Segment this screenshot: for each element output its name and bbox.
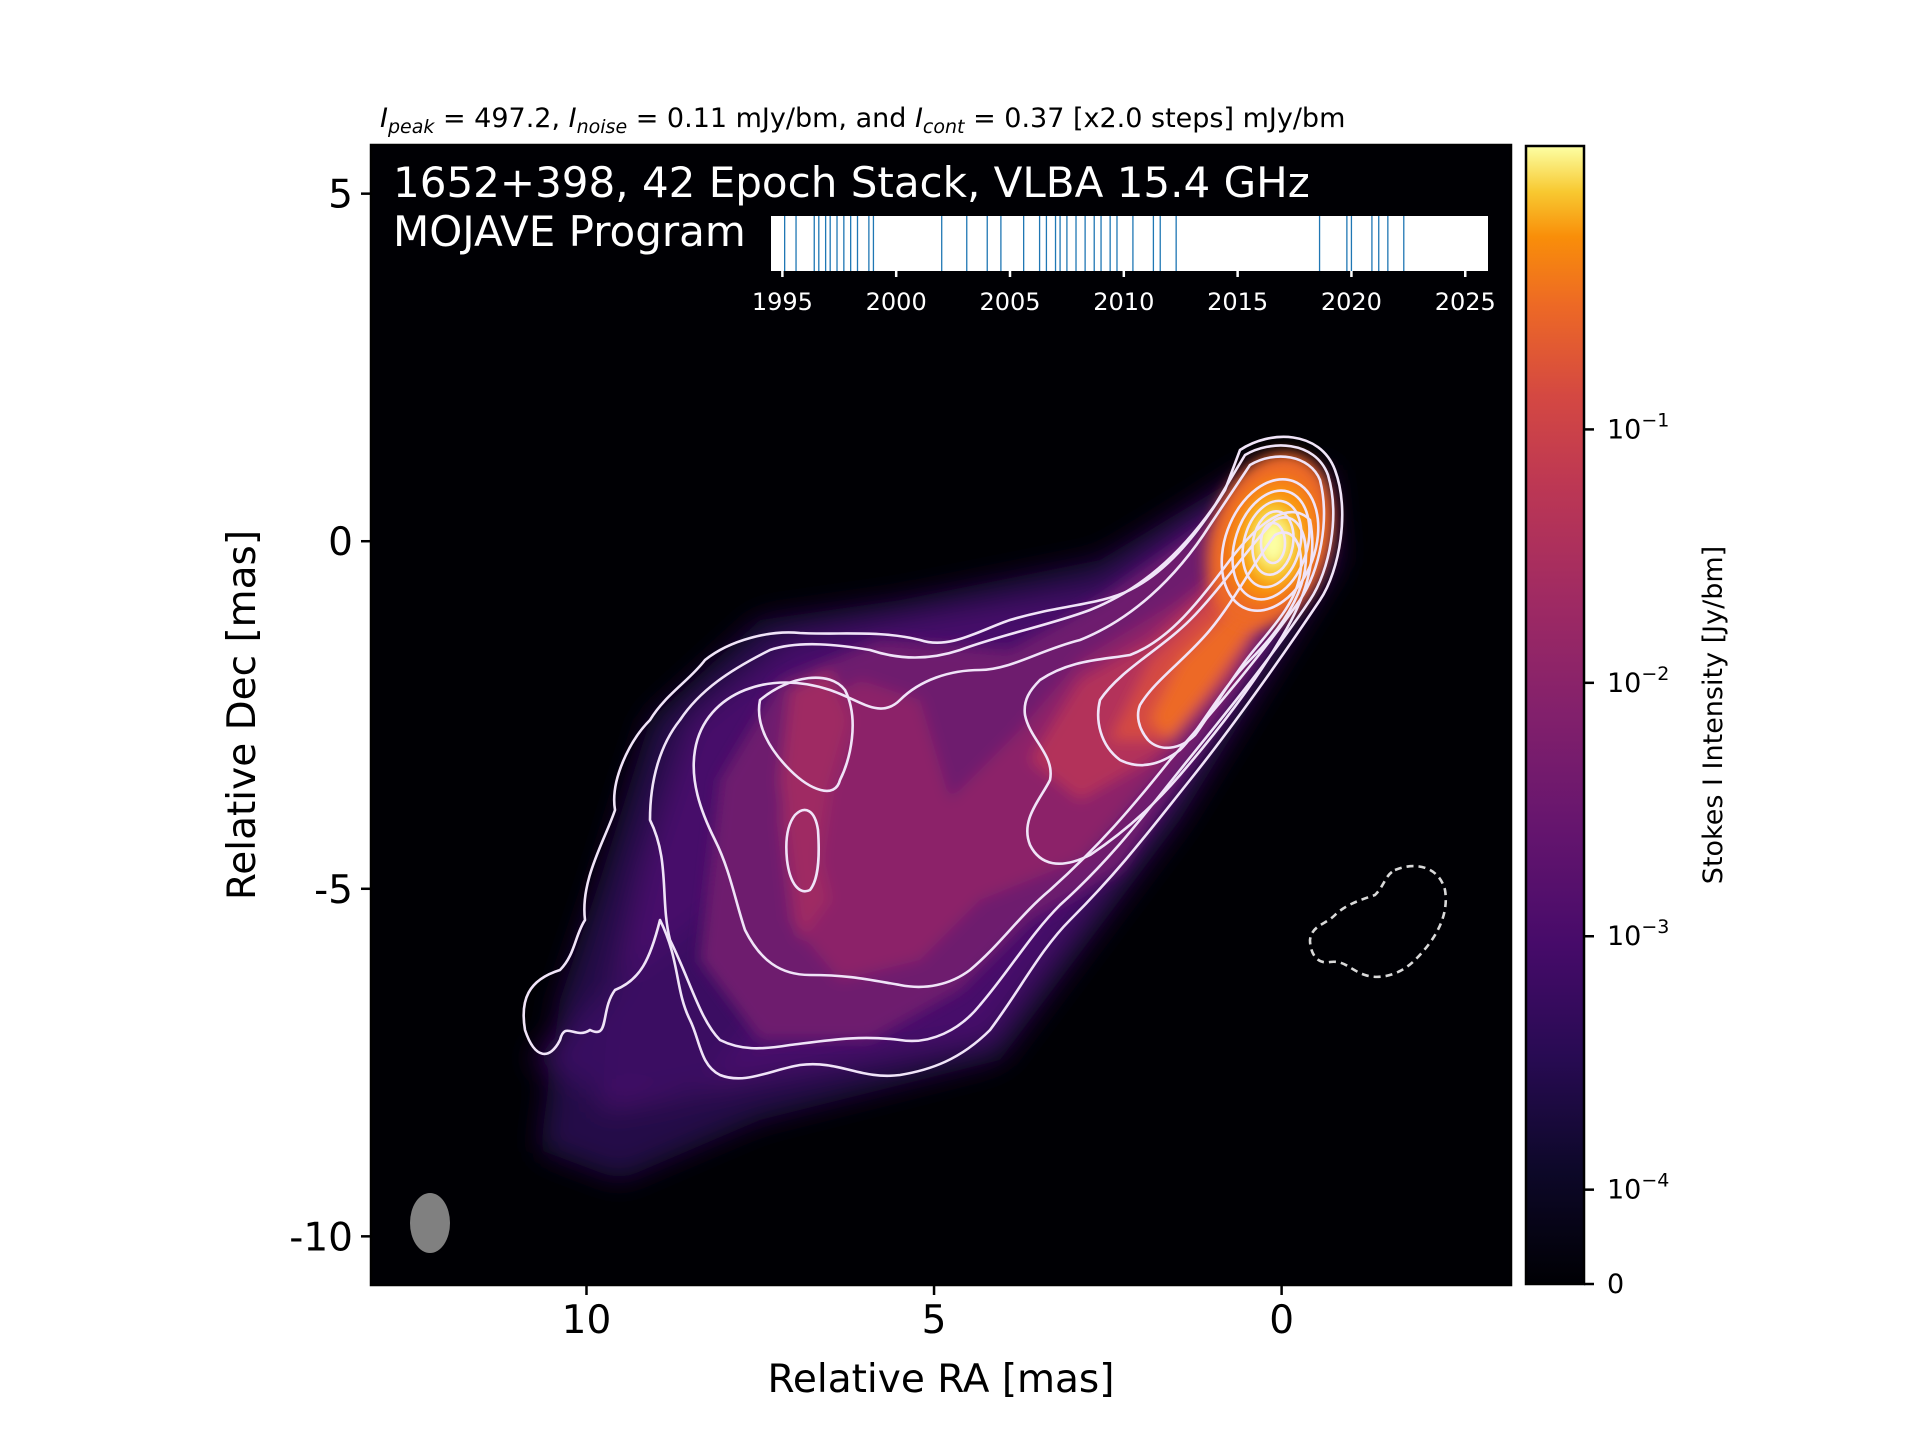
colorbar-gradient <box>1524 144 1586 1286</box>
timeline-tick-label: 2000 <box>866 288 927 316</box>
contour-level-5 <box>1096 516 1308 767</box>
y-axis: 5 0 -5 -10 <box>289 173 371 1260</box>
contour-level-8 <box>1231 489 1311 601</box>
peak-symbol: I <box>380 103 388 134</box>
timeline-tick-label: 2005 <box>979 288 1040 316</box>
x-tick-label: 5 <box>922 1298 947 1343</box>
colorbar-ticks: 10−1 10−2 10−3 10−4 0 <box>1584 409 1669 1300</box>
beam-ellipse <box>410 1193 450 1253</box>
contour-level-7 <box>1220 477 1320 613</box>
timeline-tick-label: 2020 <box>1321 288 1382 316</box>
timeline-axis: 1995 2000 2005 2010 2015 2020 2025 <box>752 271 1496 316</box>
x-axis-label: Relative RA [mas] <box>768 1357 1115 1402</box>
colorbar-tick-label: 10−2 <box>1607 663 1669 699</box>
epoch-timeline: 1995 2000 2005 2010 2015 2020 2025 <box>752 216 1496 316</box>
colorbar-tick-label: 0 <box>1607 1269 1624 1300</box>
intensity-map: 1652+398, 42 Epoch Stack, VLBA 15.4 GHz … <box>371 145 1511 1285</box>
colorbar-label: Stokes I Intensity [Jy/bm] <box>1698 546 1729 884</box>
y-tick-label: 0 <box>328 520 353 565</box>
cont-value: = 0.37 [x2.0 steps] mJy/bm <box>964 103 1345 134</box>
negative-contour <box>1308 864 1448 979</box>
colorbar: 10−1 10−2 10−3 10−4 0 Stokes I Intensity [Jy… <box>1524 144 1729 1300</box>
timeline-tick-label: 2010 <box>1093 288 1154 316</box>
peak-subscript: peak <box>387 116 435 138</box>
contour-level-4b <box>784 808 821 893</box>
x-tick-label: 10 <box>562 1298 612 1343</box>
header-stats: Ipeak = 497.2, Inoise = 0.11 mJy/bm, and… <box>380 103 1345 138</box>
plot-subtitle: MOJAVE Program <box>393 207 746 256</box>
contour-level-4a <box>757 676 854 793</box>
cont-subscript: cont <box>923 116 966 138</box>
contour-level-11 <box>1259 521 1287 565</box>
plot-frame <box>369 143 1513 1287</box>
cont-symbol: I <box>915 103 923 134</box>
noise-value: = 0.11 mJy/bm, and <box>627 103 915 134</box>
contour-level-3 <box>692 455 1326 989</box>
contour-level-4c <box>1023 510 1314 865</box>
contours <box>522 435 1344 1080</box>
colorbar-tick-label: 10−4 <box>1607 1170 1669 1206</box>
peak-value: = 497.2, <box>434 103 568 134</box>
timeline-box <box>771 216 1488 271</box>
x-axis: 10 5 0 <box>562 1285 1294 1343</box>
contour-level-2 <box>648 444 1335 1050</box>
colorbar-tick-label: 10−1 <box>1607 409 1669 445</box>
timeline-tick-label: 2025 <box>1435 288 1496 316</box>
contour-level-9 <box>1241 499 1303 589</box>
y-tick-label: -5 <box>314 868 353 913</box>
y-axis-label: Relative Dec [mas] <box>220 530 265 900</box>
y-tick-label: -10 <box>289 1215 353 1260</box>
contour-level-10 <box>1251 509 1295 577</box>
timeline-tick-label: 1995 <box>752 288 813 316</box>
timeline-tick-label: 2015 <box>1207 288 1268 316</box>
y-tick-label: 5 <box>328 173 353 218</box>
contour-level-1 <box>522 435 1344 1080</box>
noise-symbol: I <box>569 103 577 134</box>
x-tick-label: 0 <box>1269 1298 1294 1343</box>
noise-subscript: noise <box>577 116 628 138</box>
contour-level-6 <box>1136 531 1303 749</box>
timeline-epoch-lines <box>784 216 1405 271</box>
colorbar-tick-label: 10−3 <box>1607 916 1669 952</box>
plot-title: 1652+398, 42 Epoch Stack, VLBA 15.4 GHz <box>393 158 1310 207</box>
